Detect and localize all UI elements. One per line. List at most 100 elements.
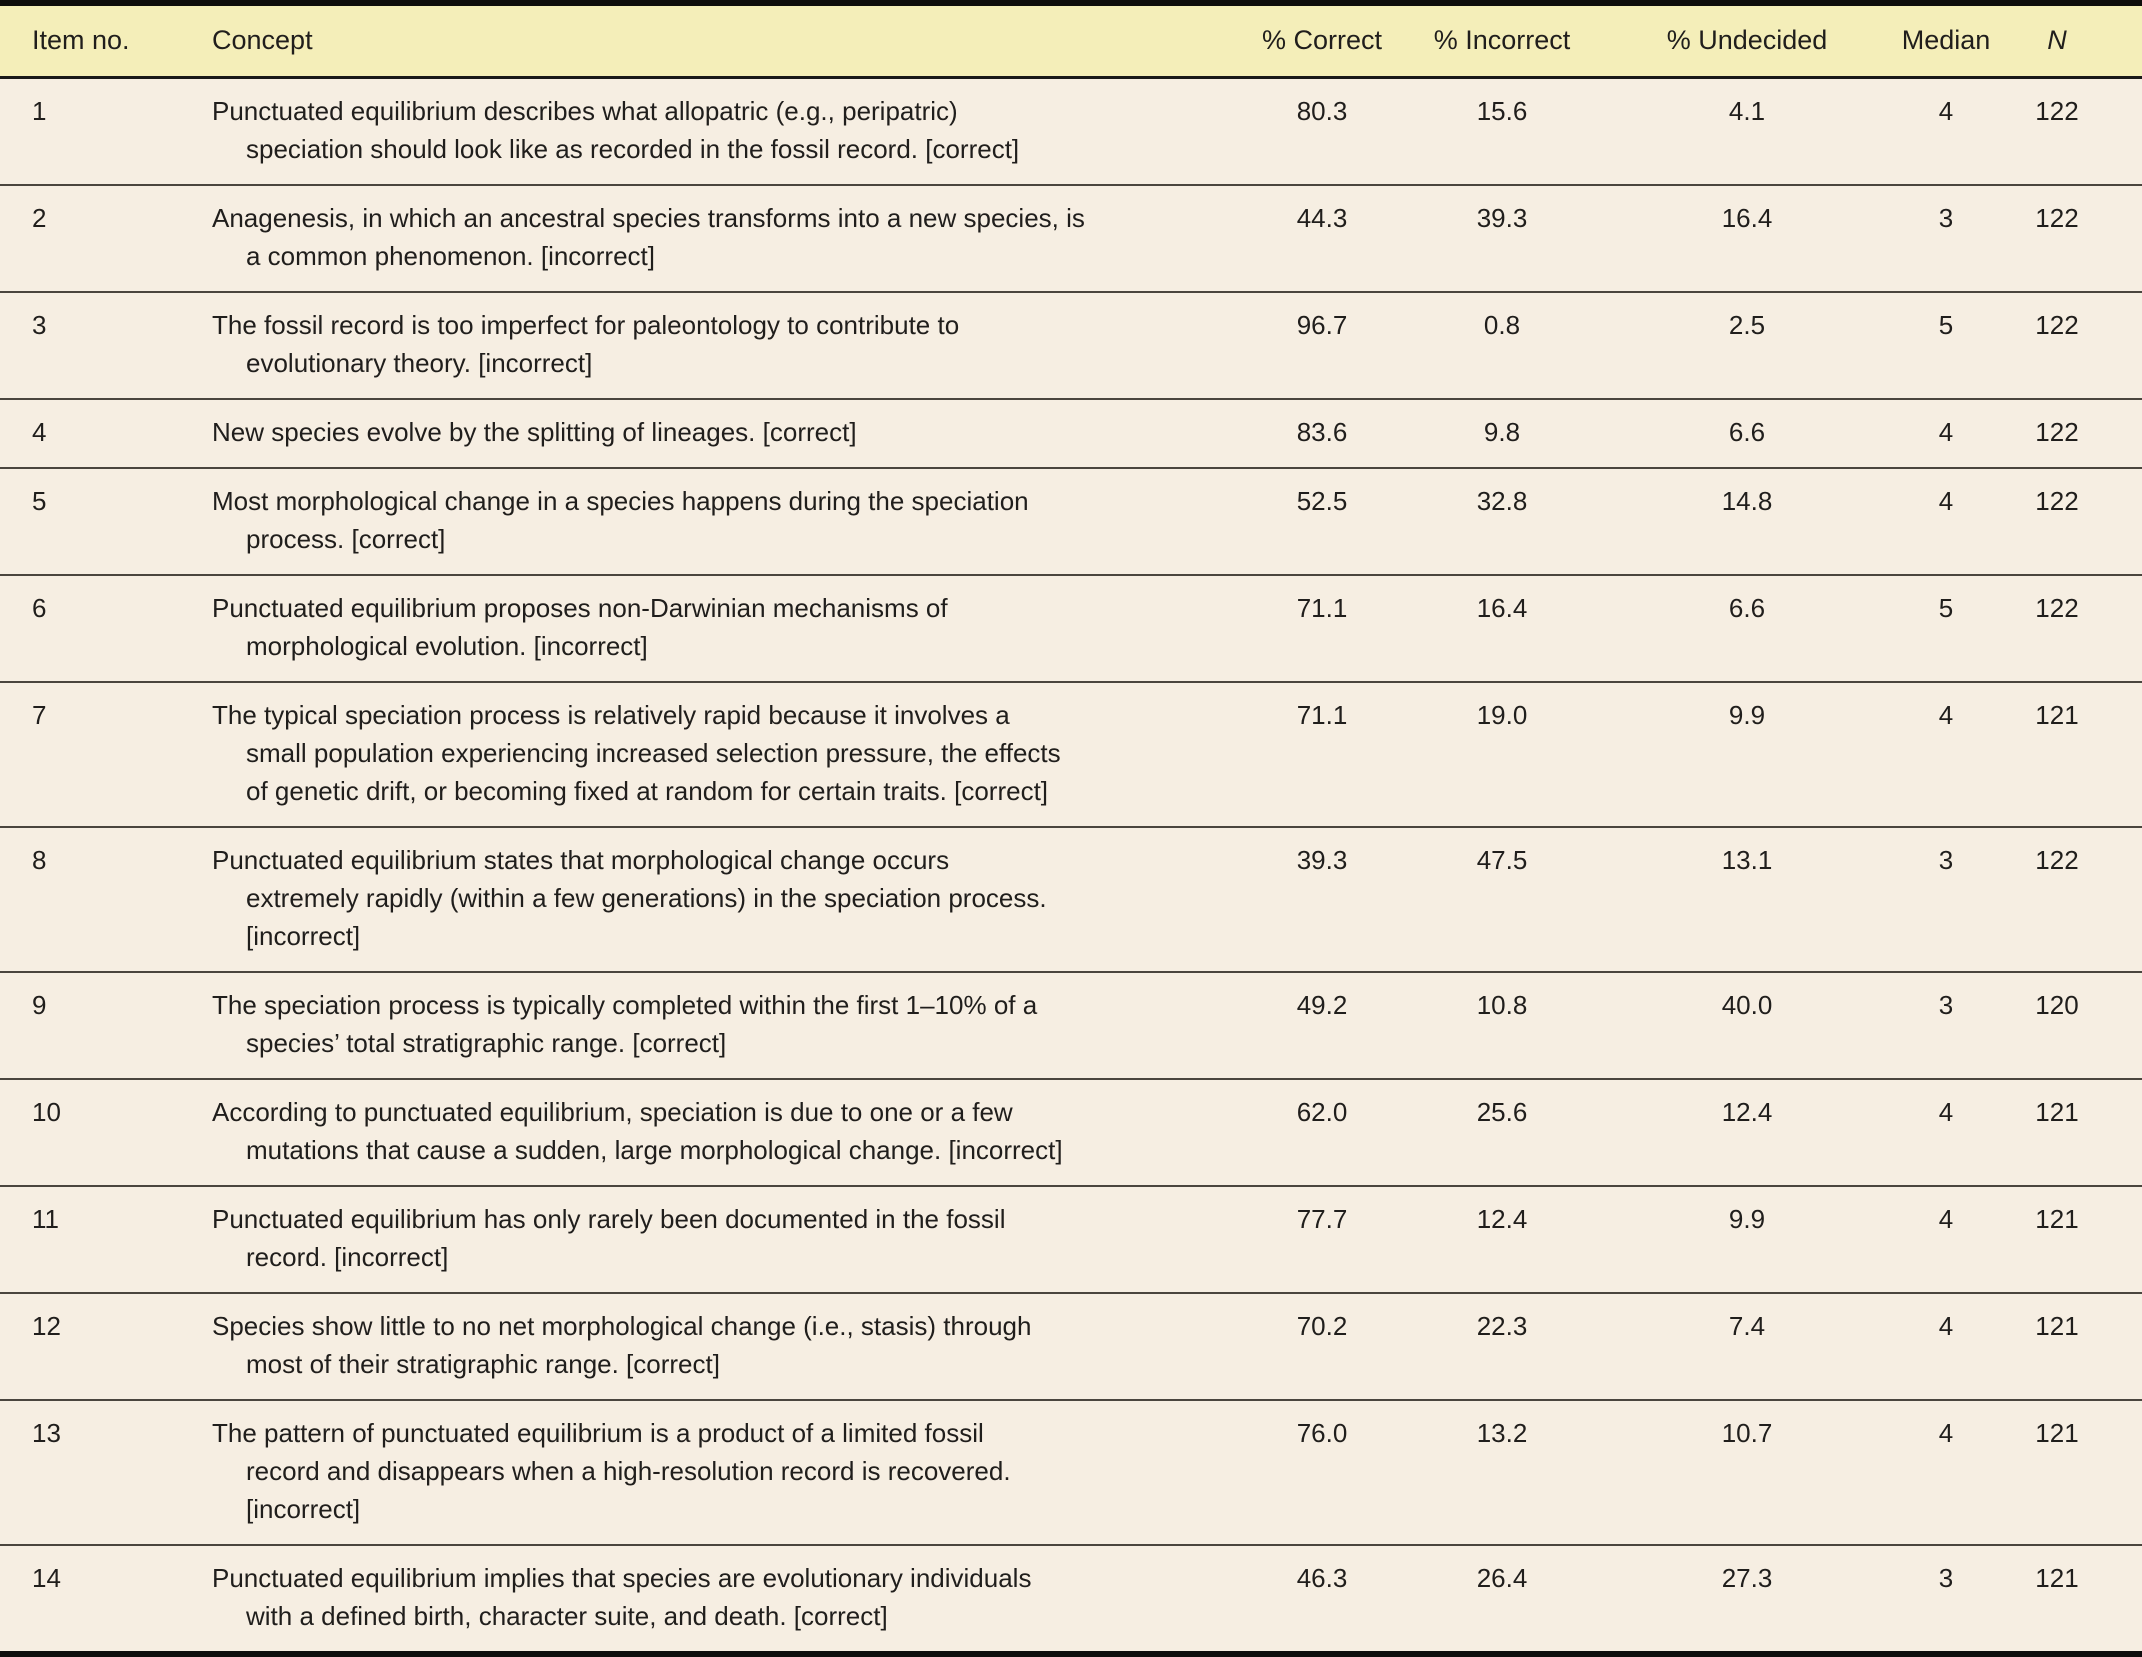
pct-undecided-cell: 10.7 (1602, 1400, 1892, 1546)
table-row: 5 Most morphological change in a species… (0, 468, 2142, 576)
pct-undecided-cell: 4.1 (1602, 77, 1892, 186)
median-cell: 4 (1892, 1400, 2000, 1546)
median-cell: 4 (1892, 399, 2000, 469)
pct-incorrect-cell: 9.8 (1402, 399, 1602, 469)
table-row: 12 Species show little to no net morphol… (0, 1293, 2142, 1401)
pct-correct-cell: 52.5 (1242, 468, 1402, 576)
n-cell: 122 (2000, 575, 2142, 683)
item-no-cell: 13 (0, 1400, 182, 1546)
n-cell: 121 (2000, 1400, 2142, 1546)
pct-incorrect-cell: 32.8 (1402, 468, 1602, 576)
table-row: 6 Punctuated equilibrium proposes non-Da… (0, 575, 2142, 683)
median-cell: 4 (1892, 1293, 2000, 1401)
pct-incorrect-cell: 0.8 (1402, 292, 1602, 400)
item-no-cell: 7 (0, 682, 182, 828)
n-cell: 122 (2000, 185, 2142, 293)
pct-correct-cell: 77.7 (1242, 1186, 1402, 1294)
n-cell: 122 (2000, 468, 2142, 576)
table-row: 14 Punctuated equilibrium implies that s… (0, 1545, 2142, 1654)
n-cell: 122 (2000, 292, 2142, 400)
item-no-cell: 12 (0, 1293, 182, 1401)
median-cell: 4 (1892, 77, 2000, 186)
pct-incorrect-cell: 22.3 (1402, 1293, 1602, 1401)
n-cell: 121 (2035, 1563, 2079, 1593)
concept-cell: Anagenesis, in which an ancestral specie… (182, 185, 1242, 293)
pct-incorrect-cell: 13.2 (1402, 1400, 1602, 1546)
concept-cell: Punctuated equilibrium proposes non-Darw… (182, 575, 1242, 683)
item-no-cell: 4 (0, 399, 182, 469)
pct-undecided-cell: 40.0 (1602, 972, 1892, 1080)
pct-correct-cell: 96.7 (1242, 292, 1402, 400)
median-cell: 3 (1892, 827, 2000, 973)
n-cell: 121 (2000, 1293, 2142, 1401)
pct-correct-cell: 70.2 (1242, 1293, 1402, 1401)
table-row: 10 According to punctuated equilibrium, … (0, 1079, 2142, 1187)
median-cell: 4 (1892, 468, 2000, 576)
pct-incorrect-cell: 16.4 (1402, 575, 1602, 683)
table-row: 1 Punctuated equilibrium describes what … (0, 77, 2142, 186)
concept-cell: According to punctuated equilibrium, spe… (182, 1079, 1242, 1187)
n-cell: 122 (2000, 827, 2142, 973)
pct-correct-cell: 71.1 (1242, 575, 1402, 683)
concept-cell: The speciation process is typically comp… (182, 972, 1242, 1080)
concept-cell: Punctuated equilibrium states that morph… (182, 827, 1242, 973)
concept-cell: The fossil record is too imperfect for p… (182, 292, 1242, 400)
header-row: Item no. Concept % Correct % Incorrect %… (0, 3, 2142, 79)
col-header-pct-incorrect: % Incorrect (1402, 3, 1602, 79)
item-no-cell: 8 (0, 827, 182, 973)
median-cell: 3 (1938, 1563, 1954, 1593)
table-row: 2 Anagenesis, in which an ancestral spec… (0, 185, 2142, 293)
pct-incorrect-cell: 47.5 (1402, 827, 1602, 973)
col-header-pct-undecided: % Undecided (1602, 3, 1892, 79)
table-header: Item no. Concept % Correct % Incorrect %… (0, 3, 2142, 79)
pct-undecided-cell: 27.3 (1721, 1563, 1773, 1593)
table-row: 8 Punctuated equilibrium states that mor… (0, 827, 2142, 973)
col-header-median: Median (1892, 3, 2000, 79)
item-no-cell: 3 (0, 292, 182, 400)
table-row: 11 Punctuated equilibrium has only rarel… (0, 1186, 2142, 1294)
median-cell: 4 (1892, 1079, 2000, 1187)
pct-undecided-cell: 9.9 (1602, 682, 1892, 828)
median-cell: 4 (1892, 1186, 2000, 1294)
pct-undecided-cell: 7.4 (1602, 1293, 1892, 1401)
col-header-n: N (2000, 3, 2142, 79)
pct-correct-cell: 46.3 (1296, 1563, 1348, 1593)
pct-undecided-cell: 6.6 (1602, 575, 1892, 683)
col-header-item-no: Item no. (0, 3, 182, 79)
item-no-cell: 14 (32, 1563, 61, 1593)
item-no-cell: 2 (0, 185, 182, 293)
table-row: 7 The typical speciation process is rela… (0, 682, 2142, 828)
n-cell: 122 (2000, 399, 2142, 469)
median-cell: 5 (1892, 575, 2000, 683)
pct-incorrect-cell: 10.8 (1402, 972, 1602, 1080)
concept-cell: Punctuated equilibrium has only rarely b… (182, 1186, 1242, 1294)
item-no-cell: 9 (0, 972, 182, 1080)
pct-correct-cell: 39.3 (1242, 827, 1402, 973)
n-cell: 121 (2000, 1186, 2142, 1294)
pct-incorrect-cell: 12.4 (1402, 1186, 1602, 1294)
item-no-cell: 6 (0, 575, 182, 683)
pct-undecided-cell: 12.4 (1602, 1079, 1892, 1187)
pct-incorrect-cell: 19.0 (1402, 682, 1602, 828)
pct-undecided-cell: 2.5 (1602, 292, 1892, 400)
pct-correct-cell: 71.1 (1242, 682, 1402, 828)
median-cell: 3 (1892, 972, 2000, 1080)
pct-correct-cell: 80.3 (1242, 77, 1402, 186)
concept-cell: The typical speciation process is relati… (182, 682, 1242, 828)
pct-incorrect-cell: 15.6 (1402, 77, 1602, 186)
pct-undecided-cell: 16.4 (1602, 185, 1892, 293)
concept-cell: The pattern of punctuated equilibrium is… (182, 1400, 1242, 1546)
concept-cell: Most morphological change in a species h… (182, 468, 1242, 576)
pct-incorrect-cell: 39.3 (1402, 185, 1602, 293)
pct-correct-cell: 76.0 (1242, 1400, 1402, 1546)
table-row: 3 The fossil record is too imperfect for… (0, 292, 2142, 400)
table-row: 13 The pattern of punctuated equilibrium… (0, 1400, 2142, 1546)
median-cell: 5 (1892, 292, 2000, 400)
table-row: 4 New species evolve by the splitting of… (0, 399, 2142, 469)
item-no-cell: 10 (0, 1079, 182, 1187)
pct-undecided-cell: 6.6 (1602, 399, 1892, 469)
n-cell: 121 (2000, 1079, 2142, 1187)
n-cell: 121 (2000, 682, 2142, 828)
concept-cell: Species show little to no net morphologi… (182, 1293, 1242, 1401)
